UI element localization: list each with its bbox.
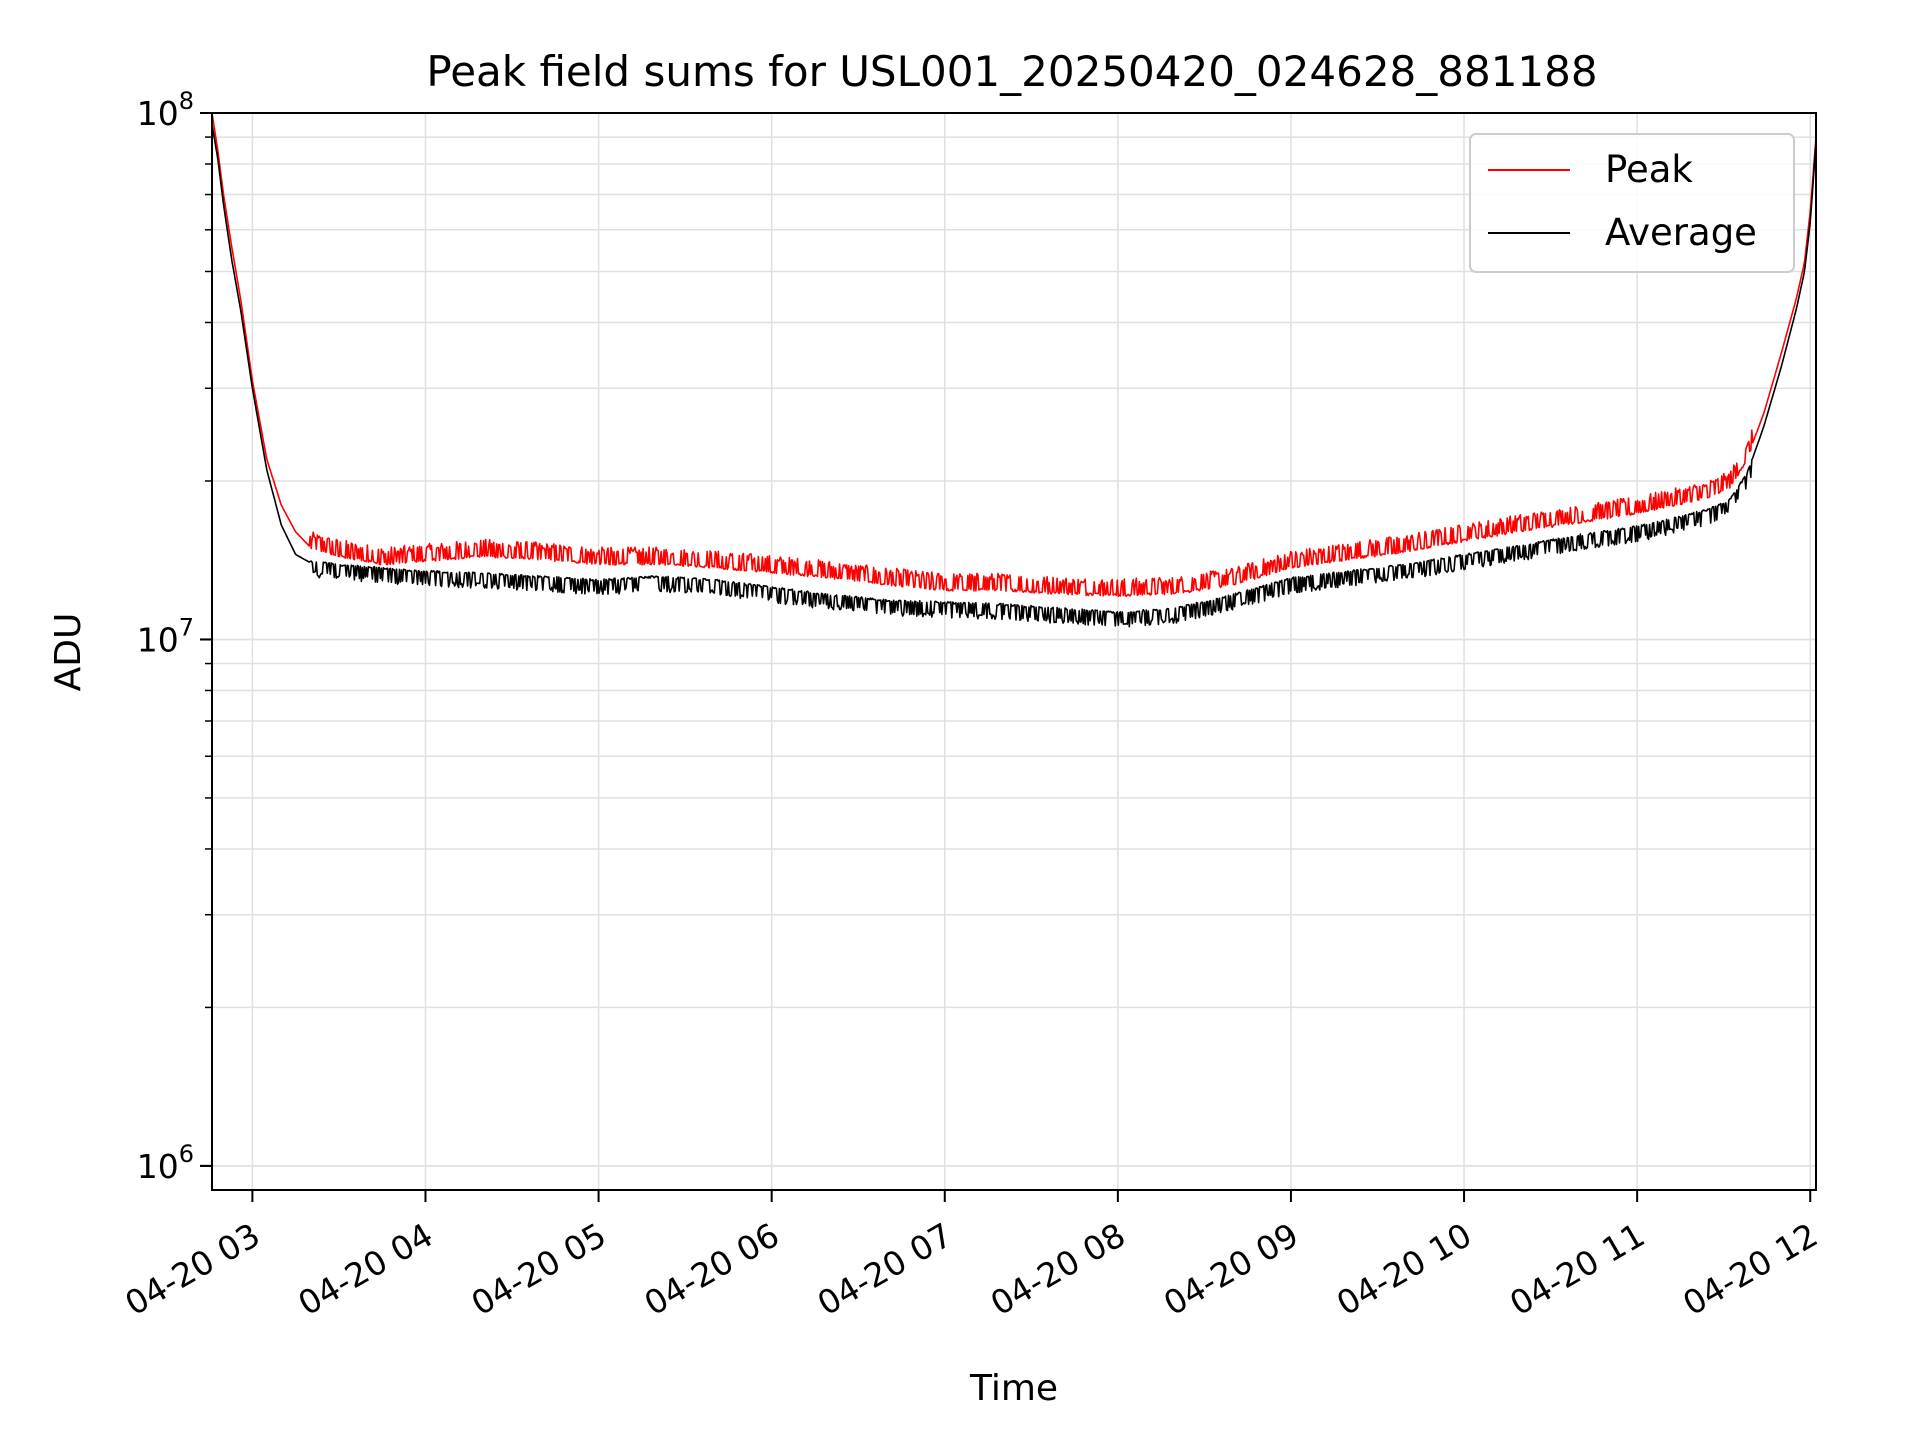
x-axis-label: Time [969,1368,1058,1409]
legend-box [1469,133,1795,273]
plot-frame [211,112,1817,1191]
y-axis-label: ADU [48,613,89,692]
legend: Peak Average [1469,133,1795,273]
legend-label-peak: Peak [1605,148,1693,191]
legend-label-average: Average [1605,211,1757,254]
y-tick-label: 107 [137,613,194,659]
chart-title: Peak field sums for USL001_20250420_0246… [426,47,1597,96]
y-tick-label: 106 [137,1140,194,1186]
y-axis: 106 107 108 [137,87,212,1186]
series-peak-line [211,112,1817,598]
series-layer [211,112,1817,628]
series-average-line [211,124,1817,628]
y-tick-label: 108 [137,87,194,133]
